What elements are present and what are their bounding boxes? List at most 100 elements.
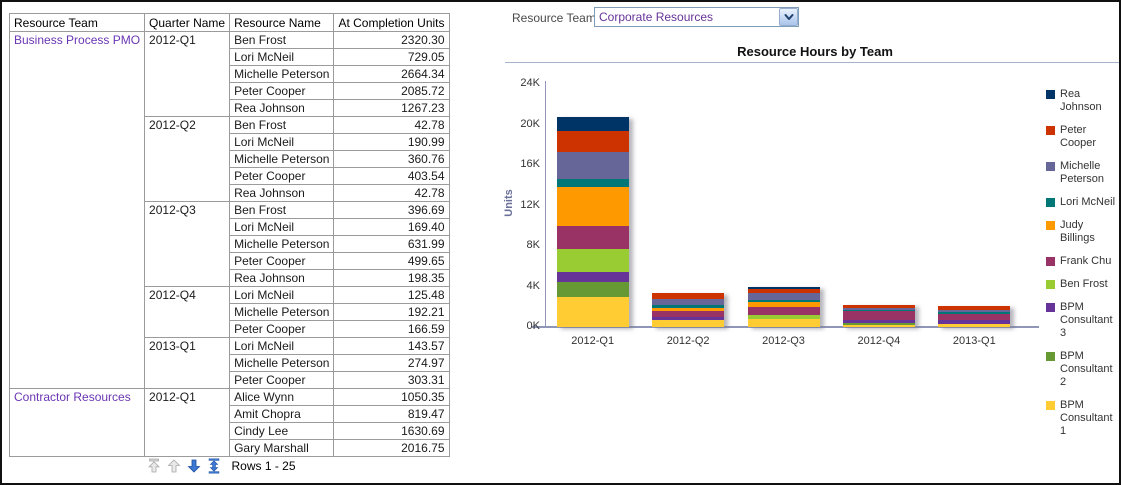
column-header: Quarter Name	[144, 13, 231, 32]
x-tick-label: 2012-Q3	[762, 335, 805, 347]
resource-name-cell: Peter Cooper	[229, 82, 335, 100]
y-tick-label: 4K	[526, 279, 540, 292]
team-cell[interactable]: Contractor Resources	[8, 388, 146, 457]
resource-name-cell: Ben Frost	[229, 116, 335, 134]
rows-count-label: Rows 1 - 25	[231, 459, 296, 473]
resource-name-cell: Michelle Peterson	[229, 303, 335, 321]
last-page-icon[interactable]	[206, 458, 222, 474]
resource-name-cell: Cindy Lee	[229, 422, 335, 440]
first-page-icon[interactable]	[146, 458, 162, 474]
bar-segment[interactable]	[938, 324, 1011, 327]
legend-swatch	[1046, 280, 1055, 289]
selected-team-value: Corporate Resources	[599, 10, 714, 24]
units-cell: 403.54	[333, 167, 450, 185]
bar-segment[interactable]	[842, 308, 915, 311]
legend-item: Rea Johnson	[1046, 88, 1119, 114]
bar-segment[interactable]	[842, 310, 915, 312]
bar-segment[interactable]	[747, 287, 820, 290]
units-cell: 143.57	[333, 337, 450, 355]
bar-segment[interactable]	[652, 308, 725, 311]
legend-item: BPM Consultant 3	[1046, 301, 1119, 340]
bar-segment[interactable]	[842, 305, 915, 309]
bar-segment[interactable]	[747, 292, 820, 300]
quarter-cell: 2012-Q2	[144, 116, 231, 202]
legend-item: Ben Frost	[1046, 278, 1119, 291]
legend-label: BPM Consultant 2	[1060, 350, 1113, 388]
bar-segment[interactable]	[747, 301, 820, 308]
resource-name-cell: Peter Cooper	[229, 252, 335, 270]
title-divider	[505, 62, 1119, 63]
column-header: Resource Name	[229, 13, 335, 32]
legend-swatch	[1046, 303, 1055, 312]
table-header: Resource Team Quarter Name Resource Name At…	[8, 13, 450, 32]
legend-swatch	[1046, 401, 1055, 410]
bar-segment[interactable]	[556, 151, 629, 180]
bar-segment[interactable]	[556, 272, 629, 282]
next-page-icon[interactable]	[186, 458, 202, 474]
bar-segment[interactable]	[652, 316, 725, 320]
bar-segment[interactable]	[938, 320, 1011, 325]
bar-stack	[652, 293, 725, 327]
resource-name-cell: Peter Cooper	[229, 320, 335, 338]
units-cell: 729.05	[333, 48, 450, 66]
bar-segment[interactable]	[556, 130, 629, 152]
bar-segment[interactable]	[556, 296, 629, 327]
resource-name-cell: Ben Frost	[229, 201, 335, 219]
bar-segment[interactable]	[652, 305, 725, 309]
bar-segment[interactable]	[842, 320, 915, 323]
table-row: 2012-Q3 Ben Frost 396.69	[10, 201, 450, 287]
bar-segment[interactable]	[842, 323, 915, 325]
x-axis-line	[532, 326, 1039, 328]
select-dropdown-button[interactable]	[779, 8, 798, 26]
units-cell: 2664.34	[333, 65, 450, 83]
bar-segment[interactable]	[747, 318, 820, 327]
bar-segment[interactable]	[556, 281, 629, 297]
quarter-cell: 2012-Q1	[144, 31, 231, 117]
bar-segment[interactable]	[652, 293, 725, 299]
resource-name-cell: Amit Chopra	[229, 405, 335, 423]
bar-segment[interactable]	[652, 319, 725, 327]
table-row: Cindy Lee 1630.69	[10, 422, 450, 440]
resource-name-cell: Alice Wynn	[229, 388, 335, 406]
x-tick-label: 2012-Q4	[857, 335, 901, 347]
bar-segment[interactable]	[747, 307, 820, 315]
table-row: Lori McNeil 169.40	[10, 218, 450, 236]
legend-item: Frank Chu	[1046, 255, 1119, 268]
bar-segment[interactable]	[556, 249, 629, 273]
team-cell[interactable]: Business Process PMO	[8, 31, 146, 389]
bar-segment[interactable]	[652, 298, 725, 306]
table-row: Business Process PMO 2012-Q1 Ben Frost 2320…	[8, 31, 450, 389]
bar-stack	[938, 305, 1011, 327]
resource-team-select[interactable]: Corporate Resources	[594, 7, 799, 27]
bar-segment[interactable]	[938, 309, 1011, 313]
bar-segment[interactable]	[747, 314, 820, 319]
bar-segment[interactable]	[556, 179, 629, 187]
units-cell: 42.78	[333, 116, 450, 134]
bar-segment[interactable]	[842, 311, 915, 321]
table-row: Peter Cooper 303.31	[10, 371, 450, 389]
table-row: Rea Johnson 42.78	[10, 184, 450, 202]
units-cell: 360.76	[333, 150, 450, 168]
resource-name-cell: Peter Cooper	[229, 371, 335, 389]
bar-segment[interactable]	[556, 226, 629, 250]
bar-segment[interactable]	[747, 289, 820, 293]
bar-segment[interactable]	[747, 299, 820, 302]
bar-segment[interactable]	[556, 186, 629, 227]
bar-segment[interactable]	[842, 324, 915, 327]
legend-label: Ben Frost	[1060, 278, 1108, 290]
bar-segment[interactable]	[938, 312, 1011, 315]
y-axis-line	[545, 81, 546, 327]
table-row: Gary Marshall 2016.75	[10, 439, 450, 457]
table-row: Michelle Peterson 360.76	[10, 150, 450, 168]
bar-stack	[842, 305, 915, 327]
resource-name-cell: Lori McNeil	[229, 218, 335, 236]
bar-segment[interactable]	[938, 305, 1011, 310]
bar-segment[interactable]	[556, 117, 629, 131]
units-cell: 198.35	[333, 269, 450, 287]
bar-segment[interactable]	[652, 310, 725, 317]
chart-title: Resource Hours by Team	[737, 44, 893, 59]
previous-page-icon[interactable]	[166, 458, 182, 474]
table-row: Michelle Peterson 192.21	[10, 303, 450, 321]
bar-segment[interactable]	[938, 314, 1011, 321]
